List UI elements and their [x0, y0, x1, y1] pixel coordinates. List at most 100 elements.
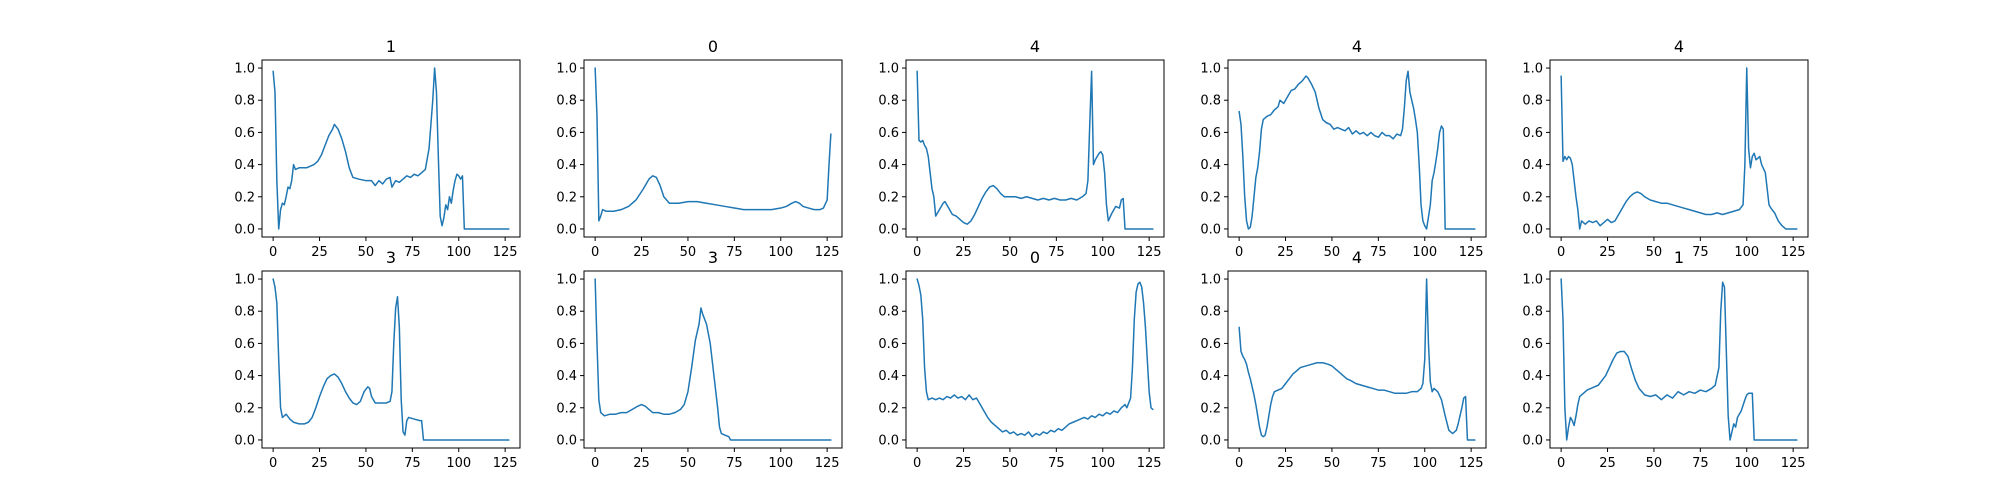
- chart-7-axes-frame: [583, 270, 843, 449]
- chart-4-xtick-label: 125: [1459, 245, 1484, 260]
- chart-9-xtick-label: 0: [1235, 456, 1243, 471]
- chart-7-title: 3: [708, 248, 718, 267]
- chart-6-xtick-label: 125: [493, 456, 518, 471]
- chart-4-ytick-label: 0.6: [1200, 126, 1221, 141]
- chart-10-ytick-label: 0.6: [1522, 337, 1543, 352]
- chart-1-xtick-label: 0: [269, 245, 277, 260]
- chart-3-xtick-label: 25: [955, 245, 972, 260]
- chart-5-ytick-label: 0.8: [1522, 94, 1543, 109]
- chart-1-xtick-label: 50: [358, 245, 375, 260]
- chart-7-series-line: [594, 278, 832, 441]
- chart-6-xtick-label: 100: [446, 456, 471, 471]
- chart-5-xtick-label: 75: [1692, 245, 1709, 260]
- chart-4-title: 4: [1352, 37, 1362, 56]
- chart-7-ytick-label: 1.0: [556, 273, 577, 288]
- chart-10-xtick-label: 0: [1557, 456, 1565, 471]
- chart-9-xtick-label: 50: [1324, 456, 1341, 471]
- chart-1-xtick-label: 125: [493, 245, 518, 260]
- chart-8-xtick-label: 25: [955, 456, 972, 471]
- chart-9-ytick-label: 0.0: [1200, 433, 1221, 448]
- chart-1-series-line: [272, 67, 510, 230]
- chart-2-ytick-label: 0.4: [556, 158, 577, 173]
- chart-4-xtick-label: 100: [1412, 245, 1437, 260]
- chart-5-series-line: [1560, 67, 1798, 230]
- chart-5-xtick-label: 0: [1557, 245, 1565, 260]
- chart-1-xtick-label: 25: [311, 245, 328, 260]
- chart-3-panel: 0.0 0.2 0.4 0.6 0.8 1.0 0 25 50 75 100 125 4: [878, 37, 1165, 260]
- chart-10-ytick-label: 0.4: [1522, 369, 1543, 384]
- chart-1-ytick-label: 0.2: [234, 190, 255, 205]
- chart-8-xtick-label: 100: [1090, 456, 1115, 471]
- chart-4-ytick-label: 0.2: [1200, 190, 1221, 205]
- chart-4-axes-frame: [1227, 59, 1487, 238]
- chart-10-ytick-label: 0.0: [1522, 433, 1543, 448]
- chart-4-ytick-label: 0.0: [1200, 222, 1221, 237]
- chart-8-xtick-label: 0: [913, 456, 921, 471]
- chart-4-ytick-label: 1.0: [1200, 62, 1221, 77]
- chart-2-xtick-label: 125: [815, 245, 840, 260]
- chart-5-title: 4: [1674, 37, 1684, 56]
- chart-9-ytick-label: 0.6: [1200, 337, 1221, 352]
- chart-8-xtick-label: 125: [1137, 456, 1162, 471]
- chart-6-xtick-label: 25: [311, 456, 328, 471]
- chart-7-xtick-label: 125: [815, 456, 840, 471]
- chart-1-axes-frame: [261, 59, 521, 238]
- chart-10-xtick-label: 75: [1692, 456, 1709, 471]
- chart-8-ytick-label: 0.0: [878, 433, 899, 448]
- chart-2-ytick-label: 0.6: [556, 126, 577, 141]
- chart-1-ytick-label: 0.0: [234, 222, 255, 237]
- chart-7-panel: 0.0 0.2 0.4 0.6 0.8 1.0 0 25 50 75 100 125 3: [556, 248, 843, 471]
- chart-5-axes-frame: [1549, 59, 1809, 238]
- chart-2-ytick-label: 1.0: [556, 62, 577, 77]
- chart-2-xtick-label: 75: [726, 245, 743, 260]
- chart-2-ytick-label: 0.0: [556, 222, 577, 237]
- chart-6-ytick-label: 0.4: [234, 369, 255, 384]
- chart-1-ytick-label: 0.4: [234, 158, 255, 173]
- chart-4-panel: 0.0 0.2 0.4 0.6 0.8 1.0 0 25 50 75 100 125 4: [1200, 37, 1487, 260]
- chart-8-ytick-label: 0.4: [878, 369, 899, 384]
- chart-6-ytick-label: 0.2: [234, 401, 255, 416]
- chart-7-xtick-label: 0: [591, 456, 599, 471]
- chart-6-ytick-label: 1.0: [234, 273, 255, 288]
- chart-3-xtick-label: 50: [1002, 245, 1019, 260]
- chart-9-xtick-label: 125: [1459, 456, 1484, 471]
- chart-7-xtick-label: 100: [768, 456, 793, 471]
- chart-10-panel: 0.0 0.2 0.4 0.6 0.8 1.0 0 25 50 75 100 125 1: [1522, 248, 1809, 471]
- chart-1-ytick-label: 1.0: [234, 62, 255, 77]
- chart-4-xtick-label: 50: [1324, 245, 1341, 260]
- chart-5-ytick-label: 0.4: [1522, 158, 1543, 173]
- chart-5-ytick-label: 0.0: [1522, 222, 1543, 237]
- chart-6-ytick-label: 0.8: [234, 305, 255, 320]
- chart-10-xtick-label: 50: [1646, 456, 1663, 471]
- chart-3-ytick-label: 1.0: [878, 62, 899, 77]
- chart-2-title: 0: [708, 37, 718, 56]
- chart-7-ytick-label: 0.4: [556, 369, 577, 384]
- chart-9-series-line: [1238, 278, 1476, 441]
- chart-6-series-line: [272, 278, 510, 441]
- chart-1-ytick-label: 0.8: [234, 94, 255, 109]
- chart-2-xtick-label: 25: [633, 245, 650, 260]
- chart-9-xtick-label: 75: [1370, 456, 1387, 471]
- chart-3-series-line: [916, 70, 1154, 230]
- chart-7-ytick-label: 0.2: [556, 401, 577, 416]
- chart-7-xtick-label: 75: [726, 456, 743, 471]
- chart-4-ytick-label: 0.8: [1200, 94, 1221, 109]
- chart-7-ytick-label: 0.6: [556, 337, 577, 352]
- chart-9-ytick-label: 0.8: [1200, 305, 1221, 320]
- chart-7-xtick-label: 25: [633, 456, 650, 471]
- chart-8-panel: 0.0 0.2 0.4 0.6 0.8 1.0 0 25 50 75 100 125 0: [878, 248, 1165, 471]
- chart-3-xtick-label: 100: [1090, 245, 1115, 260]
- chart-4-xtick-label: 25: [1277, 245, 1294, 260]
- chart-10-title: 1: [1674, 248, 1684, 267]
- chart-2-ytick-label: 0.2: [556, 190, 577, 205]
- chart-6-xtick-label: 50: [358, 456, 375, 471]
- chart-4-ytick-label: 0.4: [1200, 158, 1221, 173]
- chart-9-xtick-label: 100: [1412, 456, 1437, 471]
- chart-5-ytick-label: 1.0: [1522, 62, 1543, 77]
- chart-8-xtick-label: 50: [1002, 456, 1019, 471]
- chart-5-xtick-label: 50: [1646, 245, 1663, 260]
- chart-3-ytick-label: 0.6: [878, 126, 899, 141]
- chart-2-panel: 0.0 0.2 0.4 0.6 0.8 1.0 0 25 50 75 100 125 0: [556, 37, 843, 260]
- chart-8-title: 0: [1030, 248, 1040, 267]
